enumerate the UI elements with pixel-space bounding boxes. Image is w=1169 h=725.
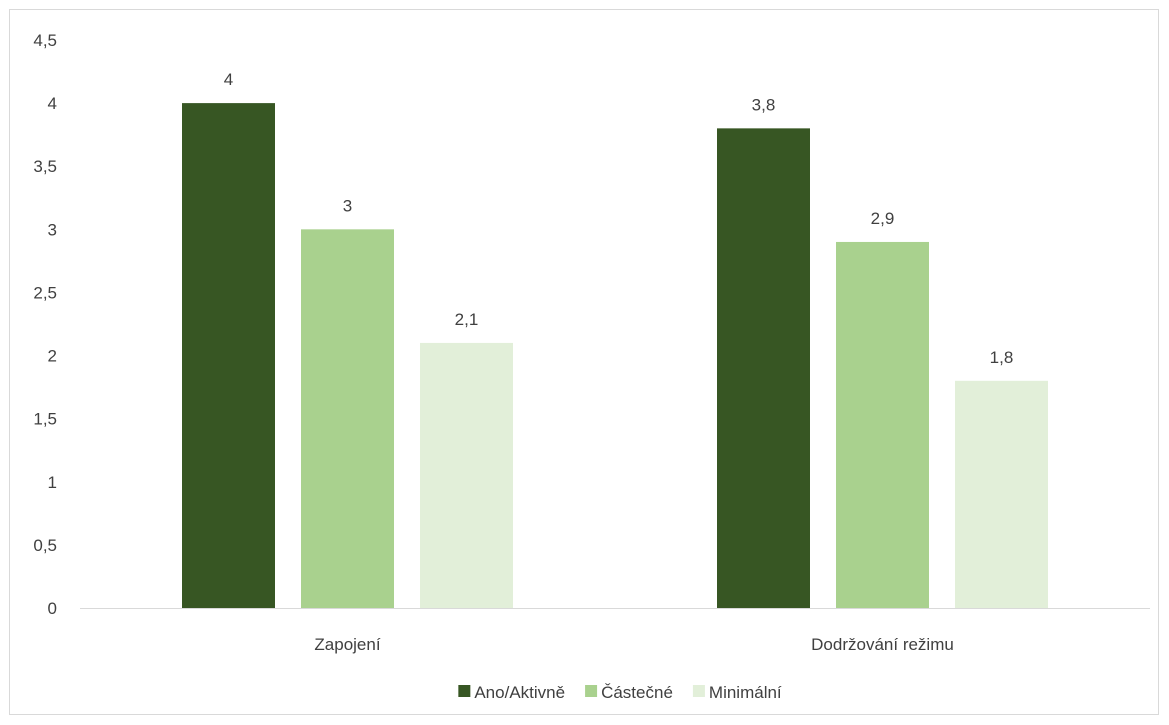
x-category-label: Dodržování režimu [811, 635, 954, 654]
y-tick-label: 2 [48, 347, 57, 366]
data-label: 3,8 [752, 95, 776, 114]
y-tick-label: 2,5 [33, 283, 57, 302]
bar [717, 128, 810, 608]
bar [836, 241, 929, 608]
legend-item: Částečné [585, 683, 673, 702]
bar [301, 229, 394, 609]
y-tick-label: 0 [48, 599, 57, 618]
bar [955, 380, 1048, 608]
data-label: 2,1 [455, 310, 479, 329]
bar [420, 342, 513, 608]
bar [182, 103, 275, 608]
legend-swatch [585, 685, 598, 697]
y-tick-label: 4 [48, 94, 57, 113]
legend-swatch [458, 685, 471, 697]
data-label: 4 [224, 70, 233, 89]
y-tick-label: 3 [48, 220, 57, 239]
data-label: 3 [343, 196, 352, 215]
legend-item: Minimální [692, 683, 782, 702]
y-tick-label: 1 [48, 473, 57, 492]
legend-swatch [692, 685, 705, 697]
legend-label: Ano/Aktivně [474, 683, 565, 702]
legend-label: Částečné [601, 683, 673, 702]
data-label: 1,8 [990, 348, 1014, 367]
legend-item: Ano/Aktivně [458, 683, 565, 702]
y-tick-label: 0,5 [33, 536, 57, 555]
y-tick-label: 4,5 [33, 31, 57, 50]
data-label: 2,9 [871, 209, 895, 228]
legend-label: Minimální [709, 683, 782, 702]
x-category-label: Zapojení [314, 635, 380, 654]
y-tick-label: 1,5 [33, 410, 57, 429]
y-tick-label: 3,5 [33, 157, 57, 176]
